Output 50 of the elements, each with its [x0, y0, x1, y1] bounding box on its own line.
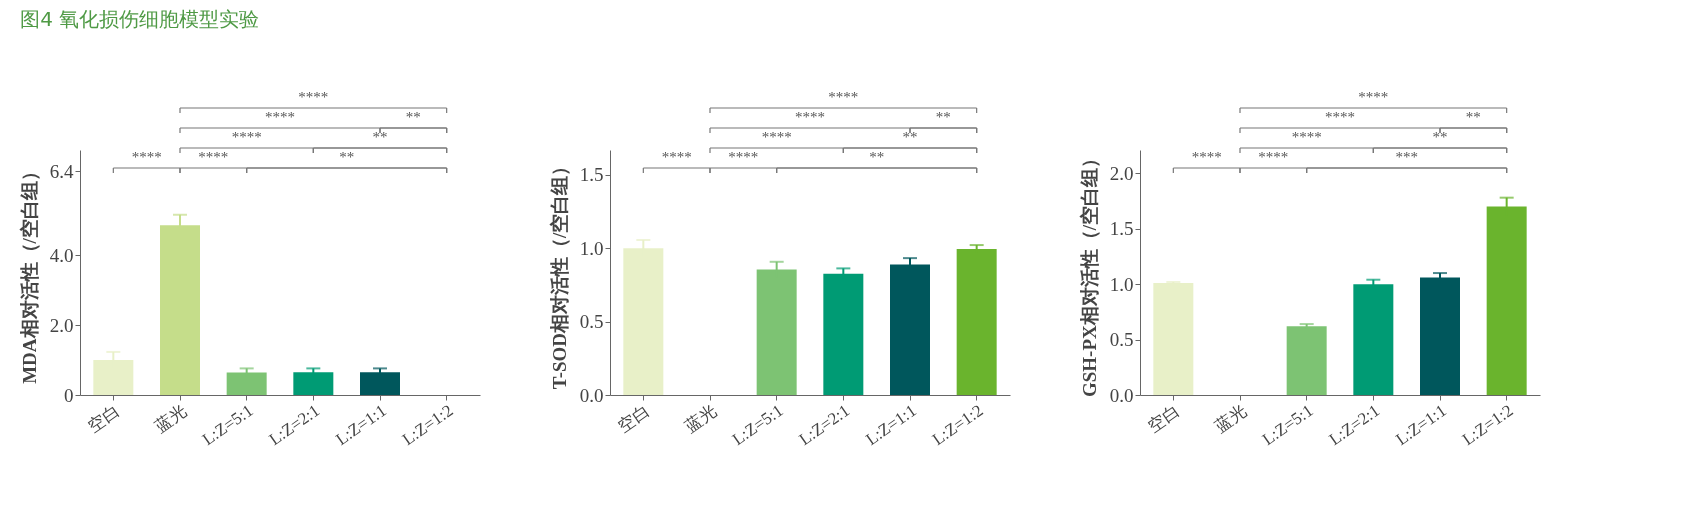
annotation: **** [728, 149, 759, 165]
y-tick-label: 1.0 [579, 237, 604, 259]
text: **** [298, 89, 329, 105]
y-tick-label: 6.4 [49, 160, 74, 182]
text: **** [761, 129, 792, 145]
y-tick-label: 0.0 [1109, 384, 1134, 406]
text: **** [231, 129, 262, 145]
chart-title: 图4 氧化损伤细胞模型实验 [20, 7, 260, 31]
annotation: ** [339, 149, 355, 165]
y-tick-label: 0.5 [1109, 329, 1134, 351]
annotation: *** [1395, 149, 1418, 165]
text: **** [828, 89, 859, 105]
y-tick-label: 1.5 [579, 164, 604, 186]
y-tick-label: 2.0 [1109, 162, 1134, 184]
y-axis-title: T-SOD相对活性（/空白组） [548, 156, 570, 390]
x-tick-label: 空白 [614, 400, 654, 436]
text: **** [1325, 109, 1355, 125]
y-tick-label: 1.5 [1109, 218, 1134, 240]
y-tick-label: 0.0 [579, 384, 604, 406]
text: ** [935, 109, 951, 125]
y-tick-label: 0.5 [579, 311, 604, 333]
y-tick-label: 2.0 [49, 314, 74, 336]
x-tick-label: 蓝光 [151, 400, 190, 436]
annotation: **** [1191, 149, 1222, 165]
annotation: **** [1258, 149, 1289, 165]
y-tick-label: 4.0 [49, 244, 74, 266]
text: ** [902, 129, 918, 145]
text: **** [265, 109, 295, 125]
x-tick-label: 蓝光 [1211, 400, 1250, 436]
annotation: **** [661, 149, 692, 165]
text: **** [1291, 129, 1322, 145]
text: **** [1358, 89, 1389, 105]
bar [823, 273, 864, 395]
text: **** [795, 109, 825, 125]
text: ** [1432, 129, 1448, 145]
text: ** [1465, 109, 1481, 125]
x-tick-label: 空白 [84, 400, 124, 436]
y-axis-title: MDA相对活性（/空白组） [18, 162, 40, 384]
text: ** [405, 109, 421, 125]
bar [1153, 283, 1194, 395]
annotation: ** [869, 149, 885, 165]
annotation: **** [131, 149, 162, 165]
annotation: **** [198, 149, 229, 165]
x-tick-label: 蓝光 [681, 400, 720, 436]
y-tick-label: 1.0 [1109, 273, 1134, 295]
y-tick-label: 0 [64, 384, 74, 406]
bar [1353, 284, 1394, 395]
text: ** [372, 129, 388, 145]
y-axis-title: GSH-PX相对活性（/空白组） [1078, 148, 1100, 398]
x-tick-label: 空白 [1144, 400, 1184, 436]
